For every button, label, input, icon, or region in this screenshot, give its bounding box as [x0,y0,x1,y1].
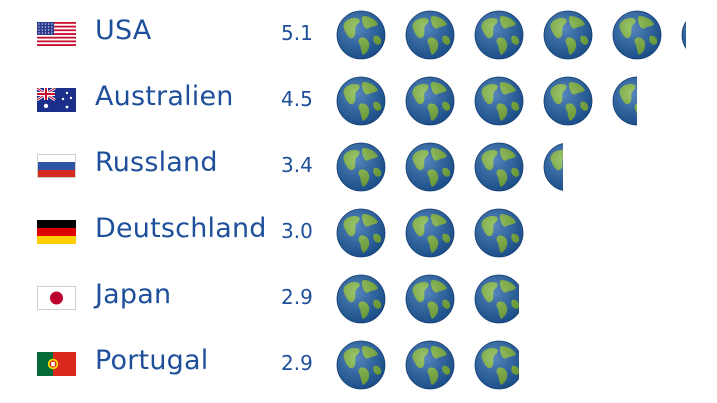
chart-row: Deutschland 3.0 [0,199,717,265]
chart-row: USA 5.1 [0,1,717,67]
globe-icon [543,10,593,60]
globe-icon [336,142,386,192]
globe-icon [405,208,455,258]
globe-icon [474,274,519,324]
globe-icon [405,142,455,192]
globe-icon [681,10,686,60]
globe-icon [474,208,524,258]
portugal-flag-icon [37,352,76,376]
category-label: Australien [95,81,234,112]
globe-group [336,10,696,60]
globe-group [336,340,696,390]
globe-icon [336,274,386,324]
globe-icon [336,208,386,258]
value-label: 3.0 [281,219,313,243]
chart-row: Russland 3.4 [0,133,717,199]
value-label: 5.1 [281,21,313,45]
chart-row: Japan 2.9 [0,265,717,331]
globe-icon [336,10,386,60]
globe-icon [405,10,455,60]
value-label: 3.4 [281,153,313,177]
globe-icon [612,10,662,60]
globe-group [336,274,696,324]
category-label: Russland [95,147,218,178]
globe-icon [336,340,386,390]
category-label: Japan [95,279,172,310]
globe-icon [474,142,524,192]
value-label: 4.5 [281,87,313,111]
category-label: USA [95,15,152,46]
globe-icon [405,76,455,126]
globe-icon [474,340,519,390]
globe-icon [543,76,593,126]
globe-group [336,208,696,258]
category-label: Deutschland [95,213,267,244]
category-label: Portugal [95,345,209,376]
globe-icon [474,76,524,126]
globe-icon [405,274,455,324]
globe-icon [543,142,563,192]
russia-flag-icon [37,154,76,178]
globe-group [336,142,696,192]
globe-icon [612,76,637,126]
globe-icon [405,340,455,390]
germany-flag-icon [37,220,76,244]
chart-row: Australien 4.5 [0,67,717,133]
globe-icon [336,76,386,126]
value-label: 2.9 [281,351,313,375]
japan-flag-icon [37,286,76,310]
australia-flag-icon [37,88,76,112]
chart-row: Portugal 2.9 [0,331,717,397]
value-label: 2.9 [281,285,313,309]
globe-icon [474,10,524,60]
globe-group [336,76,696,126]
usa-flag-icon [37,22,76,46]
